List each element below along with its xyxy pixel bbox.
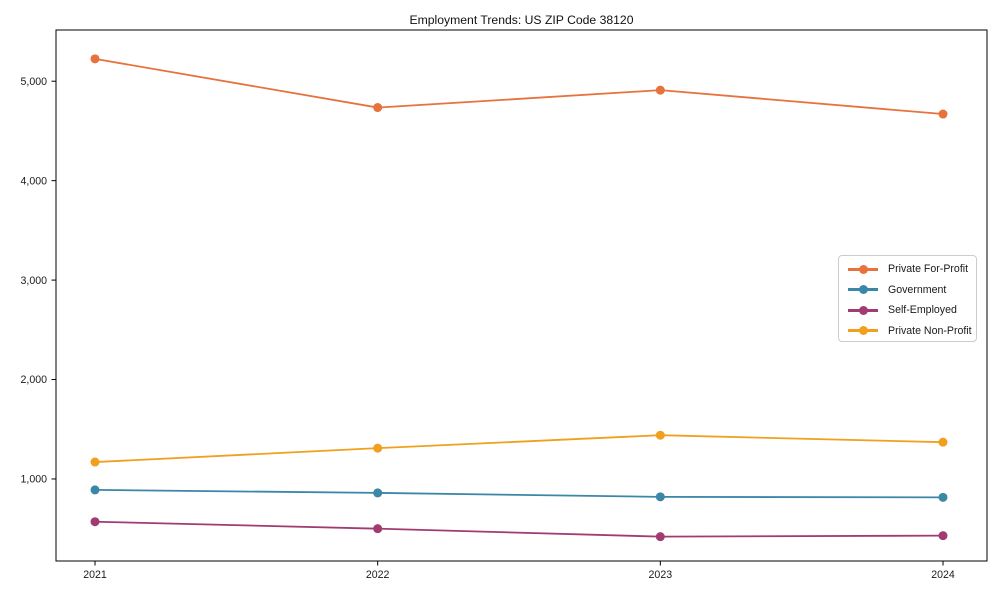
legend-label: Self-Employed <box>888 304 957 317</box>
x-tick-label: 2023 <box>649 569 673 581</box>
legend-marker-icon <box>848 264 878 274</box>
x-tick-label: 2022 <box>366 569 390 581</box>
data-point <box>90 485 100 495</box>
x-tick-label: 2021 <box>83 569 107 581</box>
data-point <box>938 109 948 119</box>
series-line <box>94 520 944 538</box>
legend-marker-icon <box>848 285 878 295</box>
legend-label: Private For-Profit <box>888 263 969 276</box>
legend-item-government: Government <box>839 280 976 301</box>
data-point <box>655 85 665 95</box>
data-point <box>90 517 100 527</box>
data-point <box>90 54 100 64</box>
y-tick-label: 3,000 <box>20 275 47 287</box>
legend-label: Government <box>888 283 947 296</box>
data-point <box>655 492 665 502</box>
data-point <box>938 437 948 447</box>
data-point <box>938 531 948 541</box>
legend-item-private-for-profit: Private For-Profit <box>839 259 976 280</box>
y-tick-label: 4,000 <box>20 175 47 187</box>
y-tick-label: 2,000 <box>20 374 47 386</box>
legend-item-self-employed: Self-Employed <box>839 300 976 321</box>
series-line <box>94 57 944 115</box>
data-point <box>655 532 665 542</box>
y-tick-label: 1,000 <box>20 474 47 486</box>
x-tick-label: 2024 <box>931 569 955 581</box>
data-point <box>373 488 383 498</box>
data-point <box>373 103 383 113</box>
legend-item-private-non-profit: Private Non-Profit <box>839 321 976 342</box>
data-point <box>373 443 383 453</box>
series-line <box>94 489 944 499</box>
data-point <box>655 430 665 440</box>
chart-title: Employment Trends: US ZIP Code 38120 <box>409 13 634 27</box>
legend: Private For-Profit Government Self-Emplo… <box>838 255 977 342</box>
y-tick-label: 5,000 <box>20 76 47 88</box>
legend-marker-icon <box>848 326 878 336</box>
plot-border <box>55 29 988 562</box>
legend-marker-icon <box>848 305 878 315</box>
data-point <box>90 457 100 467</box>
series-line <box>94 434 944 463</box>
data-point <box>938 492 948 502</box>
legend-label: Private Non-Profit <box>888 324 972 337</box>
data-point <box>373 524 383 534</box>
